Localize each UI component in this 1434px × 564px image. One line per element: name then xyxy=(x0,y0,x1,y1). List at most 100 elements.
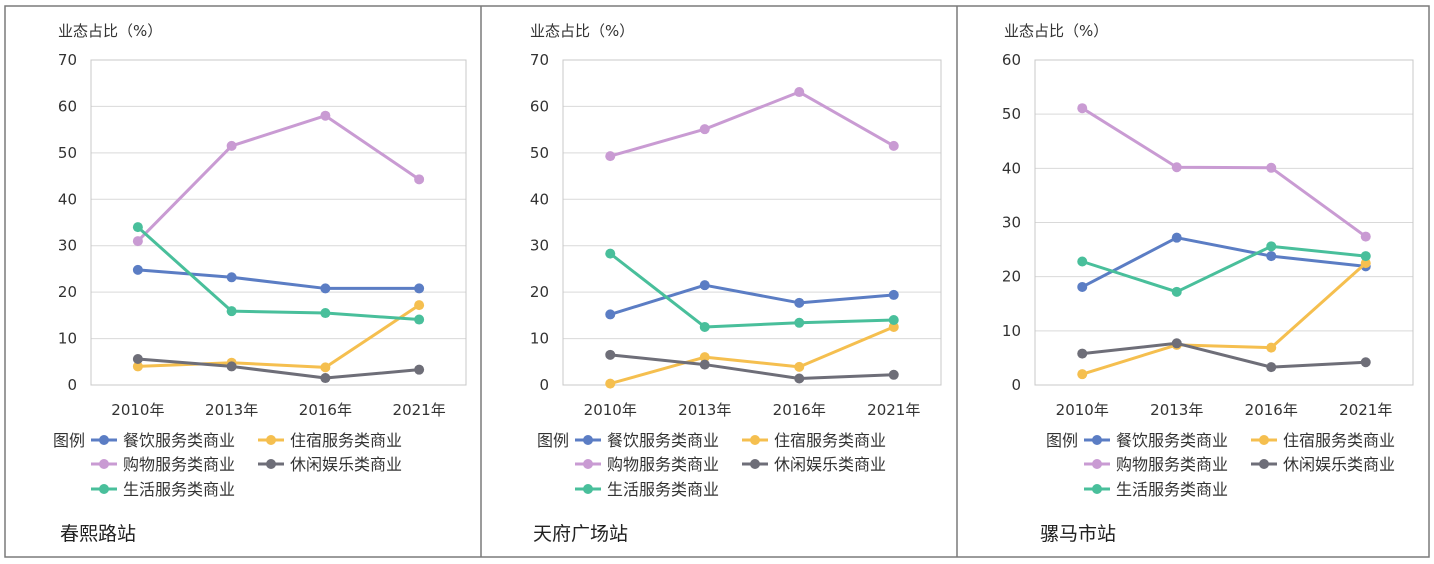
series-line xyxy=(1080,341,1368,369)
legend-label: 购物服务类商业 xyxy=(123,455,235,474)
y-tick-label: 40 xyxy=(1002,159,1021,177)
x-tick-label: 2021年 xyxy=(1339,401,1392,419)
y-tick-label: 60 xyxy=(1002,51,1021,69)
data-point xyxy=(1171,232,1182,243)
legend-marker xyxy=(1259,459,1269,469)
legend-marker xyxy=(583,435,593,445)
series-line xyxy=(136,268,421,290)
data-point xyxy=(1360,231,1371,242)
data-point xyxy=(1266,241,1277,252)
legend-label: 生活服务类商业 xyxy=(123,480,235,499)
data-point xyxy=(1360,357,1371,368)
legend-marker xyxy=(750,435,760,445)
y-tick-label: 60 xyxy=(58,97,77,115)
legend-label: 休闲娱乐类商业 xyxy=(1283,455,1395,474)
plot-area xyxy=(562,59,942,386)
y-tick-label: 30 xyxy=(530,237,549,255)
legend-marker xyxy=(1092,484,1102,494)
legend-label: 购物服务类商业 xyxy=(1116,455,1228,474)
data-point xyxy=(132,354,143,364)
series-line xyxy=(136,357,421,380)
data-point xyxy=(414,314,425,325)
legend-marker xyxy=(99,459,109,469)
data-point xyxy=(226,361,237,372)
legend-label: 餐饮服务类商业 xyxy=(1116,431,1228,450)
data-point xyxy=(888,321,899,332)
y-tick-label: 30 xyxy=(1002,214,1021,232)
x-tick-label: 2021年 xyxy=(867,401,920,419)
data-point xyxy=(1266,342,1277,353)
data-point xyxy=(605,248,616,259)
y-tick-label: 50 xyxy=(1002,105,1021,123)
x-tick-label: 2013年 xyxy=(1150,401,1203,419)
legend-title: 图例 xyxy=(1046,431,1078,450)
legend-title: 图例 xyxy=(537,431,569,450)
series-line xyxy=(608,90,896,158)
data-point xyxy=(1171,286,1182,297)
x-tick-label: 2013年 xyxy=(678,401,731,419)
series-line xyxy=(1080,106,1368,239)
legend-marker xyxy=(1092,435,1102,445)
y-tick-label: 40 xyxy=(58,190,77,208)
series-line xyxy=(136,303,421,369)
y-tick-label: 10 xyxy=(530,330,549,348)
legend-marker xyxy=(750,459,760,469)
data-point xyxy=(699,124,710,135)
data-point xyxy=(794,361,805,372)
series-line xyxy=(1080,236,1368,289)
y-tick-label: 60 xyxy=(530,97,549,115)
data-point xyxy=(888,140,899,151)
y-tick-label: 20 xyxy=(58,283,77,301)
x-tick-label: 2010年 xyxy=(1056,401,1109,419)
data-point xyxy=(1360,258,1371,269)
y-tick-label: 30 xyxy=(58,237,77,255)
y-tick-label: 50 xyxy=(530,144,549,162)
y-tick-label: 0 xyxy=(1011,376,1021,394)
y-tick-label: 40 xyxy=(530,190,549,208)
legend-title: 图例 xyxy=(53,431,85,450)
legend-marker xyxy=(583,459,593,469)
data-point xyxy=(794,317,805,328)
data-point xyxy=(605,349,616,360)
x-tick-label: 2016年 xyxy=(1245,401,1298,419)
series-line xyxy=(136,225,421,322)
data-point xyxy=(699,280,710,291)
chart-panel: 0 10 20 30 40 50 60 70 业态占比（%） 2010年 2013年 2016年 202… xyxy=(530,22,942,545)
x-tick-label: 2013年 xyxy=(205,401,258,419)
y-tick-label: 20 xyxy=(1002,268,1021,286)
data-point xyxy=(132,222,143,233)
y-tick-label: 50 xyxy=(58,144,77,162)
series-line xyxy=(1080,261,1368,376)
data-point xyxy=(132,264,143,275)
data-point xyxy=(414,364,425,375)
plot-area xyxy=(1034,59,1414,386)
data-point xyxy=(1266,362,1277,373)
data-point xyxy=(1360,251,1371,262)
data-point xyxy=(888,315,899,325)
y-tick-label: 0 xyxy=(67,376,77,394)
legend-marker xyxy=(583,484,593,494)
legend-marker xyxy=(266,459,276,469)
station-caption: 天府广场站 xyxy=(533,523,628,545)
data-point xyxy=(320,362,331,373)
data-point xyxy=(1171,162,1182,173)
legend-marker xyxy=(1259,435,1269,445)
data-point xyxy=(1171,338,1182,349)
x-tick-label: 2016年 xyxy=(299,401,352,419)
y-tick-label: 10 xyxy=(58,330,77,348)
data-point xyxy=(320,283,331,294)
data-point xyxy=(794,373,805,384)
x-tick-label: 2010年 xyxy=(111,401,164,419)
y-axis-label: 业态占比（%） xyxy=(530,22,634,40)
data-point xyxy=(605,151,616,162)
data-point xyxy=(132,236,143,247)
data-point xyxy=(699,359,710,370)
y-axis-label: 业态占比（%） xyxy=(58,22,162,40)
y-axis-label: 业态占比（%） xyxy=(1004,22,1108,40)
data-point xyxy=(888,369,899,380)
legend-label: 住宿服务类商业 xyxy=(774,431,886,450)
data-point xyxy=(605,378,616,389)
data-point xyxy=(1077,103,1088,114)
legend-label: 生活服务类商业 xyxy=(607,480,719,499)
